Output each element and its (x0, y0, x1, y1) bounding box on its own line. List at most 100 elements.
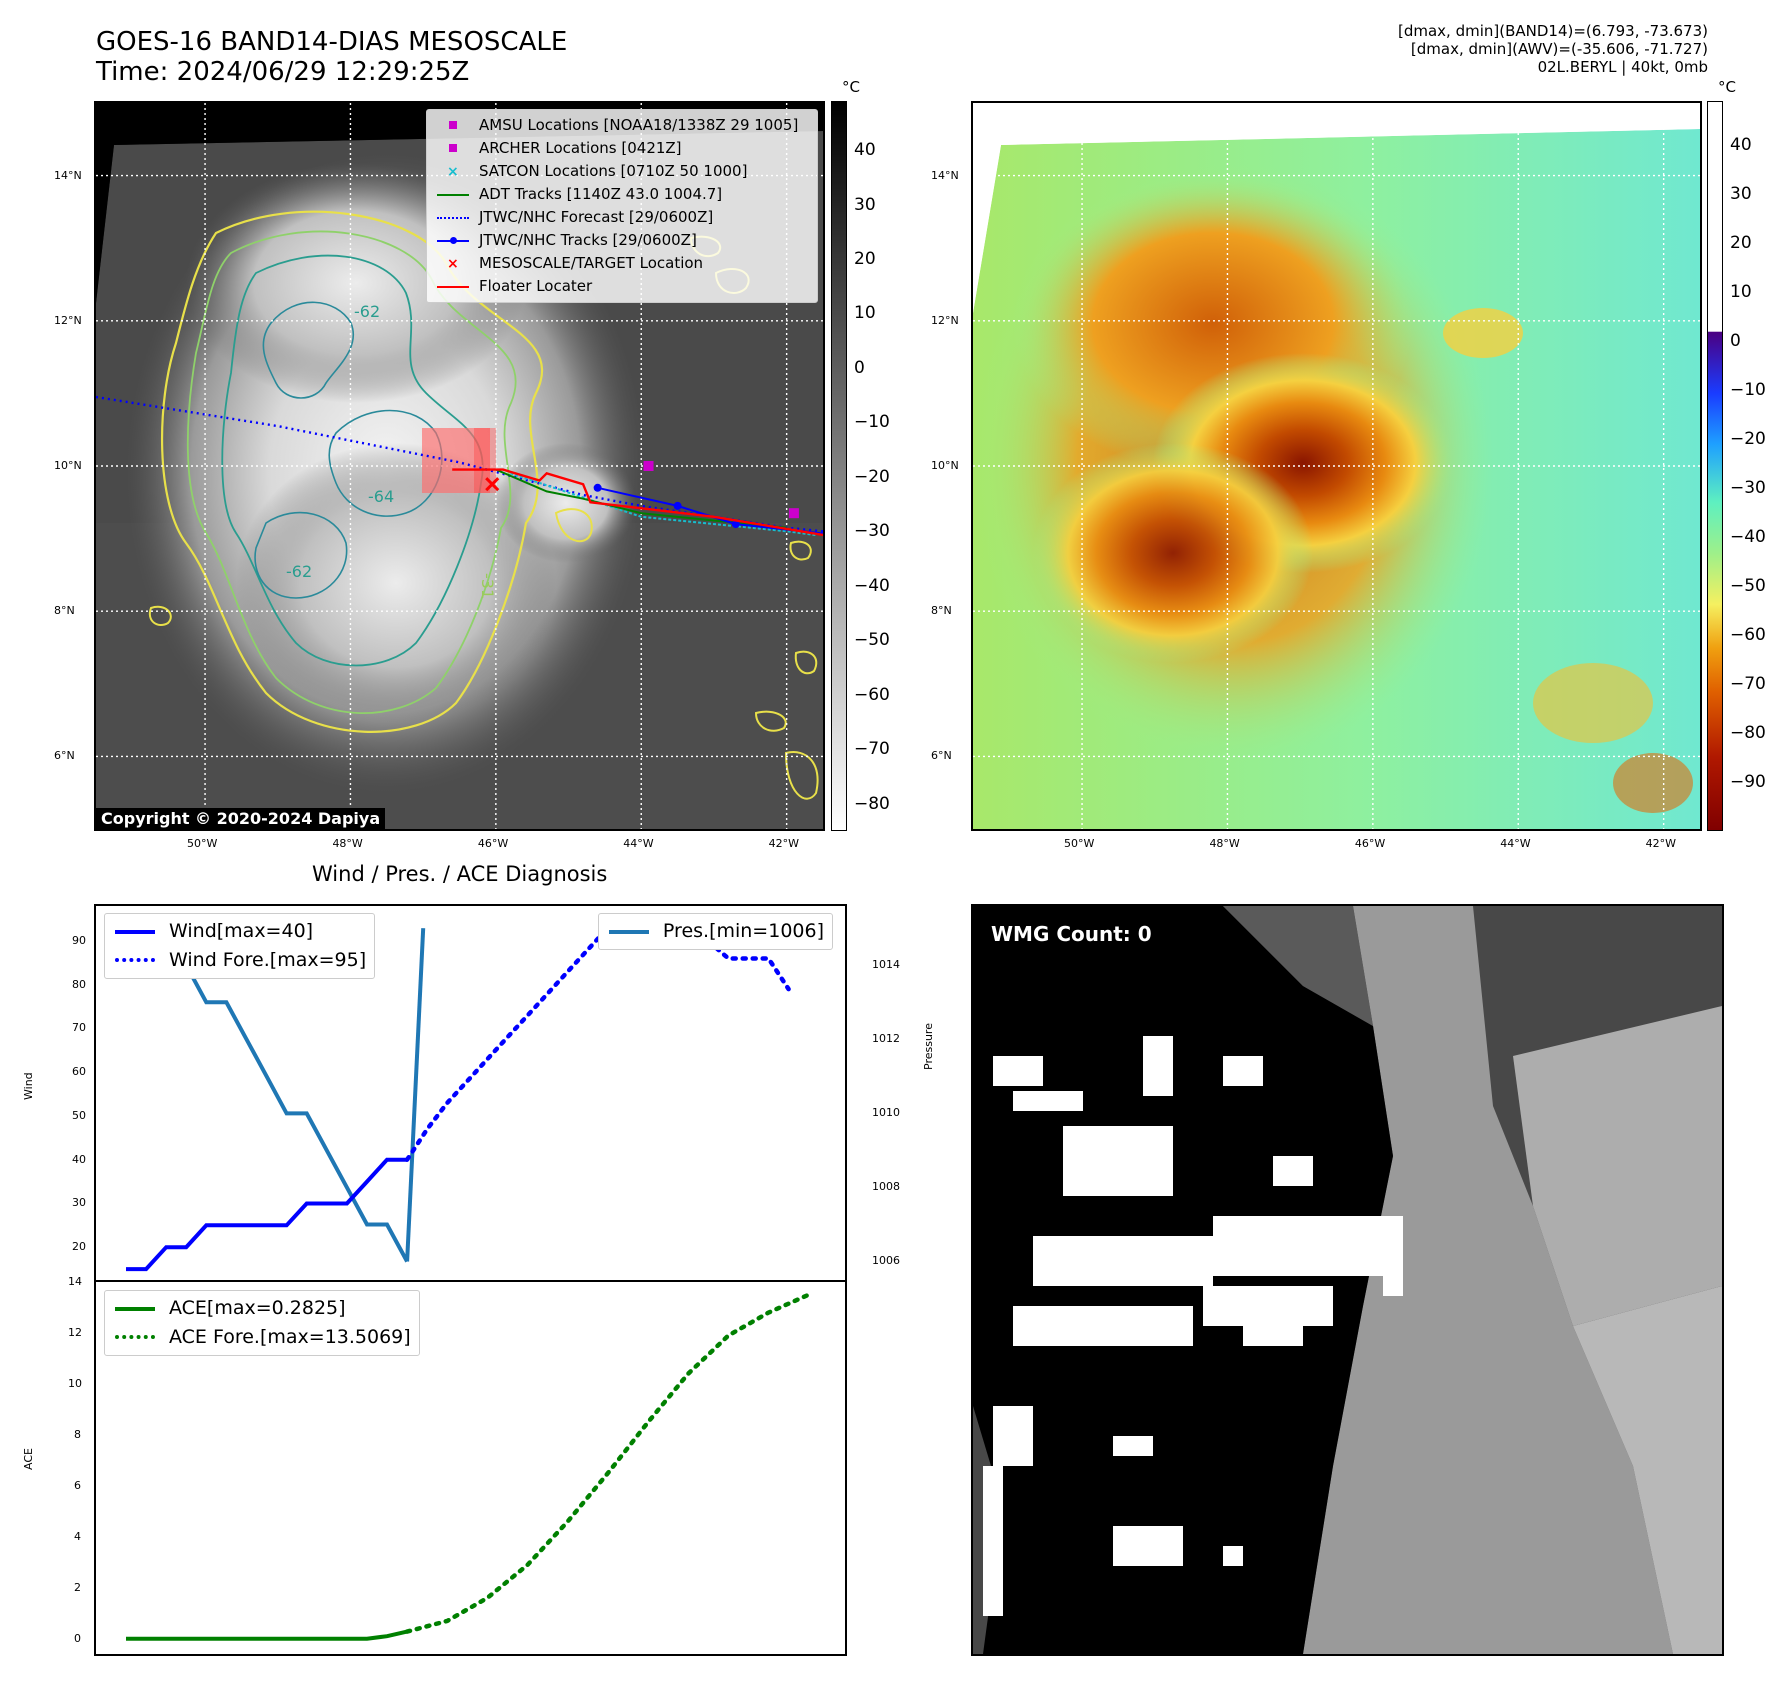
legend-item-pressure: Pres.[min=1006] (607, 917, 824, 946)
lat-tick-label: 8°N (931, 604, 952, 618)
wind-tick-label: 90 (72, 933, 86, 947)
info-block: [dmax, dmin](BAND14)=(6.793, -73.673) [d… (1398, 22, 1708, 76)
info-band14: [dmax, dmin](BAND14)=(6.793, -73.673) (1397, 22, 1708, 40)
legend-item-adt: ADT Tracks [1140Z 43.0 1004.7] (435, 183, 809, 206)
colorbar-tick-label: −80 (1730, 723, 1766, 743)
colorbar-tick-label: −40 (854, 575, 890, 596)
colorbar-tick-label: −30 (854, 521, 890, 542)
contour-teal (221, 254, 484, 667)
ace-tick-label: 14 (68, 1275, 82, 1288)
lon-tick-label: 44°W (1500, 837, 1531, 850)
lat-tick-label: 10°N (54, 459, 82, 472)
ace-plot: ACE[max=0.2825] ACE Fore.[max=13.5069] (94, 1280, 847, 1656)
wind-ylabel: Wind (22, 1072, 35, 1100)
lat-tick-label: 14°N (931, 168, 959, 182)
legend-item-wind: Wind[max=40] (113, 917, 366, 946)
wmg-gray-band (1303, 906, 1673, 1654)
wind-tick-label: 60 (72, 1065, 86, 1079)
lon-tick-label: 48°W (332, 837, 363, 850)
ace-canvas (126, 1292, 811, 1641)
wmg-canvas (973, 906, 1722, 1654)
colorbar-tick-label: 20 (1730, 233, 1752, 254)
lat-tick-label: 10°N (931, 459, 959, 472)
colorbar-tick-label: −60 (1730, 625, 1766, 646)
pressure-line-recent (405, 928, 426, 1262)
legend-item-wind-forecast: Wind Fore.[max=95] (113, 946, 366, 975)
wind-tick-label: 40 (72, 1152, 86, 1166)
colorbar-tick-label: 30 (854, 194, 876, 215)
ace-ylabel: ACE (22, 1448, 35, 1470)
amsu-point (788, 508, 799, 519)
floater-track (452, 468, 823, 537)
lon-tick-label: 44°W (623, 837, 654, 850)
ace-tick-label: 2 (74, 1580, 81, 1594)
colorbar-tick-label: −90 (1730, 772, 1766, 792)
contour-label-4: -31 (478, 573, 497, 599)
colorbar-tick-label: −20 (854, 466, 890, 487)
legend-item-tracks: JTWC/NHC Tracks [29/0600Z] (435, 229, 809, 252)
ace-line (126, 1629, 408, 1641)
page-title: GOES-16 BAND14-DIAS MESOSCALE (96, 27, 568, 57)
ace-tick-label: 12 (68, 1325, 82, 1339)
wind-forecast-line (404, 916, 791, 1162)
colorbar-tick-label: 0 (854, 357, 865, 378)
info-awv: [dmax, dmin](AWV)=(-35.606, -71.727) (1410, 40, 1708, 58)
lat-tick-label: 8°N (54, 604, 75, 618)
lon-tick-label: 48°W (1209, 837, 1240, 850)
amsu-point (643, 461, 654, 471)
lon-tick-label: 42°W (768, 837, 800, 850)
lat-tick-label: 14°N (54, 168, 82, 182)
pressure-ylabel: Pressure (922, 1023, 935, 1070)
wind-legend: Wind[max=40] Wind Fore.[max=95] (104, 913, 376, 979)
target-marker (485, 477, 500, 492)
lon-tick-label: 50°W (1064, 837, 1095, 850)
wind-line (126, 1157, 408, 1272)
left-colorbar-unit: °C (842, 78, 860, 96)
ace-tick-label: 8 (74, 1427, 81, 1441)
colorbar-tick-label: −40 (1730, 527, 1766, 548)
legend-item-ace-forecast: ACE Fore.[max=13.5069] (113, 1323, 411, 1352)
best-track-point (731, 520, 740, 529)
ace-tick-label: 0 (74, 1631, 81, 1645)
pressure-tick-label: 1008 (872, 1180, 900, 1194)
wind-tick-label: 50 (72, 1108, 86, 1122)
intensity-title: Wind / Pres. / ACE Diagnosis (312, 862, 608, 886)
map-gridlines (973, 103, 1700, 829)
lat-tick-label: 12°N (54, 313, 82, 327)
contour-label-2: -64 (368, 487, 394, 506)
ace-forecast-line (404, 1292, 811, 1634)
pressure-tick-label: 1006 (872, 1254, 900, 1268)
colorbar-tick-label: −10 (1730, 380, 1766, 401)
lon-tick-label: 46°W (1354, 837, 1386, 850)
pressure-legend: Pres.[min=1006] (597, 913, 833, 950)
right-colorbar (1707, 101, 1723, 831)
legend-item-archer: ARCHER Locations [0421Z] (435, 137, 809, 160)
wind-tick-label: 20 (72, 1240, 86, 1254)
best-track-point (593, 483, 602, 492)
colorbar-tick-label: 0 (1730, 331, 1741, 352)
floater-box (422, 428, 490, 493)
legend-item-floater: Floater Locater (435, 275, 809, 298)
timestamp: Time: 2024/06/29 12:29:25Z (96, 57, 470, 87)
colorbar-tick-label: −20 (1730, 429, 1766, 450)
colorbar-tick-label: 10 (854, 303, 876, 324)
ace-tick-label: 6 (74, 1478, 81, 1492)
wind-tick-label: 80 (72, 977, 86, 991)
ace-legend: ACE[max=0.2825] ACE Fore.[max=13.5069] (104, 1290, 420, 1356)
dias-map-panel (971, 101, 1702, 831)
lat-tick-label: 6°N (54, 749, 75, 763)
wmg-panel: WMG Count: 0 (971, 904, 1724, 1656)
colorbar-tick-label: −30 (1730, 478, 1766, 499)
right-colorbar-unit: °C (1718, 78, 1736, 96)
colorbar-tick-label: −10 (854, 412, 890, 433)
legend-item-satcon: × SATCON Locations [0710Z 50 1000] (447, 162, 748, 180)
colorbar-tick-label: −60 (854, 684, 890, 705)
pressure-tick-label: 1010 (872, 1106, 900, 1120)
lat-tick-label: 6°N (931, 749, 952, 763)
contour-label-1: -62 (354, 302, 380, 321)
colorbar-tick-label: −70 (854, 739, 890, 760)
dias-map-canvas (973, 103, 1700, 829)
wind-pressure-plot: Wind[max=40] Wind Fore.[max=95] Pres.[mi… (94, 904, 847, 1282)
colorbar-tick-label: −50 (854, 630, 890, 651)
copyright: Copyright © 2020-2024 Dapiya (96, 808, 386, 829)
